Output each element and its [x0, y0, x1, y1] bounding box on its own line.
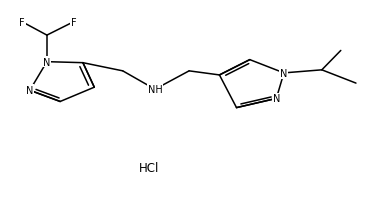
Text: NH: NH: [147, 85, 162, 95]
Text: F: F: [71, 18, 76, 28]
Text: F: F: [19, 18, 25, 28]
Text: HCl: HCl: [139, 162, 159, 174]
Text: N: N: [43, 57, 50, 67]
Text: N: N: [273, 94, 280, 104]
Text: N: N: [280, 69, 288, 78]
Text: N: N: [26, 86, 34, 96]
